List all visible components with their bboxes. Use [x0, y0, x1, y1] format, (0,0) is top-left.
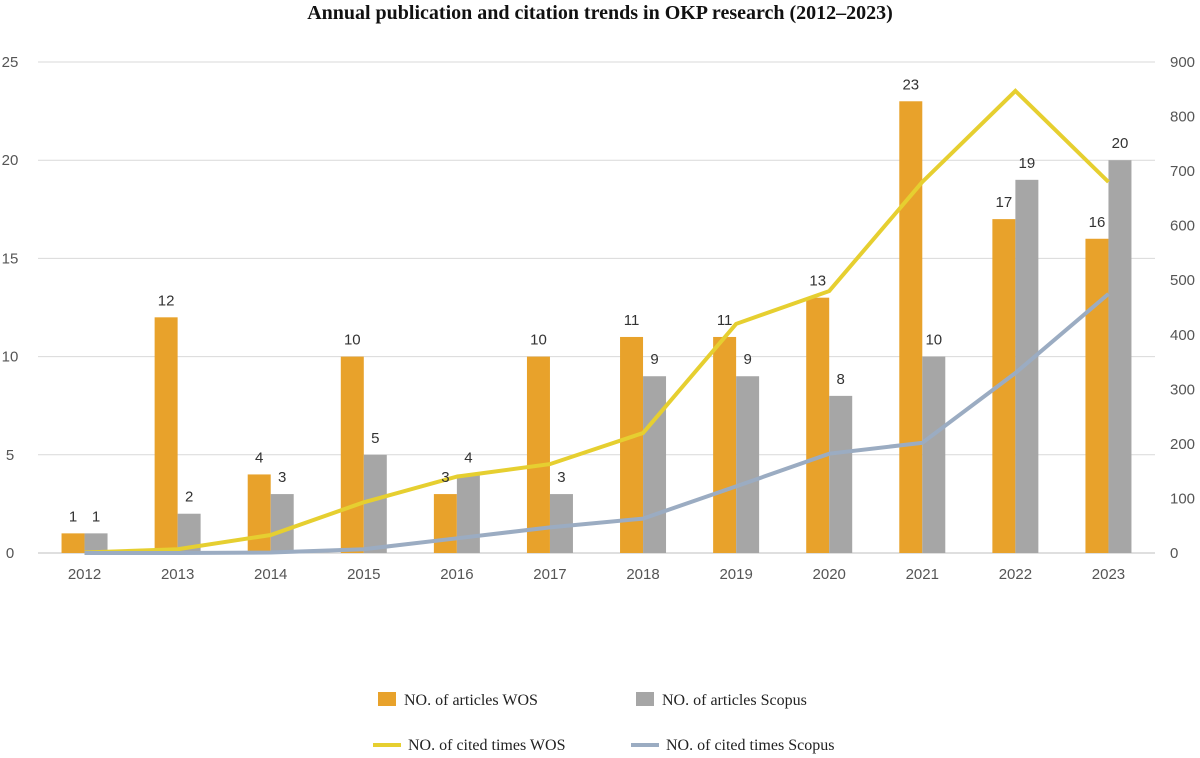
y-tick-label: 5 — [6, 447, 14, 464]
x-tick-label: 2012 — [68, 566, 101, 583]
data-label: 4 — [464, 449, 472, 466]
bar — [433, 494, 457, 553]
x-tick-label: 2014 — [254, 566, 287, 583]
legend-label: NO. of cited times Scopus — [666, 737, 834, 754]
x-tick-label: 2018 — [626, 566, 659, 583]
data-label: 2 — [185, 489, 193, 506]
bar — [829, 395, 853, 553]
y2-tick-label: 400 — [1170, 327, 1195, 344]
data-label: 17 — [996, 194, 1013, 211]
data-label: 3 — [441, 469, 449, 486]
legend-swatch — [378, 692, 396, 706]
bar — [154, 317, 178, 553]
bar — [456, 474, 480, 553]
bar — [1015, 179, 1039, 553]
bar — [922, 356, 946, 553]
data-label: 3 — [278, 469, 286, 486]
data-label: 19 — [1019, 155, 1036, 172]
bar — [713, 336, 737, 553]
y2-tick-label: 600 — [1170, 218, 1195, 235]
data-label: 10 — [344, 332, 361, 349]
bar — [899, 101, 923, 553]
x-tick-label: 2015 — [347, 566, 380, 583]
data-label: 16 — [1089, 214, 1106, 231]
bar — [84, 533, 108, 553]
data-label: 8 — [837, 371, 845, 388]
data-label: 10 — [530, 332, 547, 349]
y2-tick-label: 900 — [1170, 54, 1195, 71]
x-tick-label: 2017 — [533, 566, 566, 583]
x-tick-label: 2020 — [813, 566, 846, 583]
data-label: 11 — [717, 312, 733, 329]
data-label: 5 — [371, 430, 379, 447]
x-tick-label: 2016 — [440, 566, 473, 583]
data-label: 20 — [1112, 135, 1129, 152]
legend-label: NO. of articles WOS — [404, 692, 538, 709]
y-tick-label: 15 — [2, 250, 19, 267]
y2-tick-label: 300 — [1170, 381, 1195, 398]
y2-tick-label: 800 — [1170, 109, 1195, 126]
data-label: 1 — [69, 508, 77, 525]
x-tick-label: 2023 — [1092, 566, 1125, 583]
bar — [806, 297, 830, 553]
bar — [643, 376, 667, 553]
series-line — [84, 292, 1110, 555]
data-label: 3 — [557, 469, 565, 486]
data-label: 23 — [902, 76, 919, 93]
chart-title: Annual publication and citation trends i… — [307, 2, 893, 24]
data-label: 9 — [650, 351, 658, 368]
y-tick-label: 0 — [6, 545, 14, 562]
bar — [177, 513, 201, 553]
bar — [61, 533, 85, 553]
bar — [992, 219, 1016, 553]
data-label: 13 — [809, 273, 826, 290]
y2-tick-label: 200 — [1170, 436, 1195, 453]
bar — [1108, 160, 1132, 553]
bar — [270, 494, 294, 553]
bar — [363, 454, 387, 553]
y2-tick-label: 0 — [1170, 545, 1178, 562]
x-tick-label: 2019 — [719, 566, 752, 583]
data-label: 11 — [624, 312, 640, 329]
bar — [549, 494, 573, 553]
y2-tick-label: 100 — [1170, 490, 1195, 507]
x-tick-label: 2013 — [161, 566, 194, 583]
bar — [340, 356, 364, 553]
series-line — [84, 88, 1110, 555]
bar — [247, 474, 271, 553]
x-tick-label: 2021 — [906, 566, 939, 583]
x-tick-label: 2022 — [999, 566, 1032, 583]
bar — [620, 336, 644, 553]
legend-swatch — [636, 692, 654, 706]
legend-label: NO. of cited times WOS — [408, 737, 565, 754]
y2-tick-label: 700 — [1170, 163, 1195, 180]
y2-tick-label: 500 — [1170, 272, 1195, 289]
data-label: 10 — [925, 332, 942, 349]
data-label: 12 — [158, 292, 175, 309]
data-label: 4 — [255, 449, 263, 466]
y-tick-label: 25 — [2, 54, 19, 71]
data-label: 9 — [743, 351, 751, 368]
y-tick-label: 20 — [2, 152, 19, 169]
y-tick-label: 10 — [2, 349, 19, 366]
legend-label: NO. of articles Scopus — [662, 692, 807, 709]
bar — [526, 356, 550, 553]
bar — [1085, 238, 1109, 553]
data-label: 1 — [92, 508, 100, 525]
bar — [736, 376, 760, 553]
